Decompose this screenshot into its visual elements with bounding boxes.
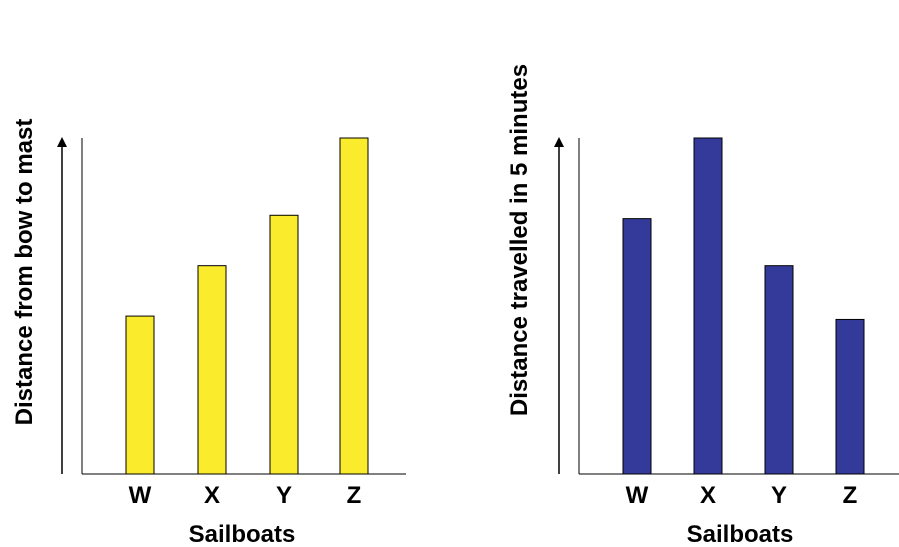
chart-1-bar-y: [269, 214, 299, 475]
chart-2-x-tick-labels: W X Y Z: [626, 482, 858, 509]
chart-1-x-tick-labels: W X Y Z: [129, 482, 362, 509]
chart-1-y-axis-label: Distance from bow to mast: [11, 119, 38, 426]
chart-1: W X Y Z Sailboats Distance from bow to mast: [11, 119, 406, 547]
chart-2-bar-z: [835, 318, 865, 475]
chart-1-x-tick-label-y: Y: [276, 482, 292, 509]
chart-1-x-tick-label-z: Z: [347, 482, 362, 509]
chart-1-x-axis-label: Sailboats: [189, 521, 296, 547]
chart-2-bars: [622, 137, 865, 475]
chart-1-bar-x: [197, 265, 227, 475]
chart-2-x-tick-label-w: W: [626, 482, 649, 509]
chart-2-y-axis-label: Distance travelled in 5 minutes: [506, 64, 533, 416]
chart-2-x-axis-label: Sailboats: [687, 521, 794, 547]
chart-2-x-tick-label-y: Y: [771, 482, 787, 509]
chart-1-bar-w: [125, 315, 155, 475]
chart-2-x-tick-label-z: Z: [843, 482, 858, 509]
chart-2: W X Y Z Sailboats Distance travelled in 5 m…: [506, 64, 899, 547]
chart-1-bars: [125, 137, 369, 475]
chart-2-bar-y: [764, 265, 794, 475]
chart-2-bar-x: [693, 137, 723, 475]
chart-2-x-tick-label-x: X: [700, 482, 716, 509]
chart-1-bar-z: [339, 137, 369, 475]
chart-1-x-tick-label-w: W: [129, 482, 152, 509]
chart-2-bar-w: [622, 218, 652, 475]
chart-1-x-tick-label-x: X: [204, 482, 220, 509]
